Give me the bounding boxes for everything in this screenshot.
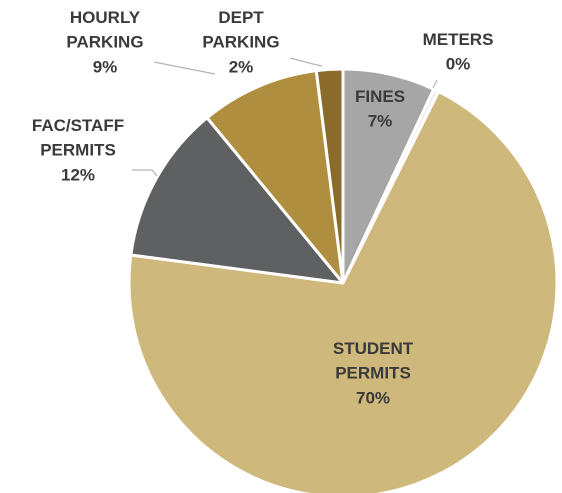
leader-hourly-parking [153,61,216,75]
label-fines: FINES 7% [355,87,405,131]
label-fac-staff-permits: FAC/STAFF PERMITS 12% [32,116,124,184]
label-hourly-parking-line-0: HOURLY [70,8,141,27]
label-student-permits-line-1: PERMITS [335,364,411,383]
label-dept-parking-line-0: DEPT [218,8,264,27]
slice-fac-staff-permits [129,116,345,285]
label-hourly-parking-line-1: PARKING [66,33,143,52]
label-meters-line-1: 0% [446,55,471,74]
label-fac-staff-permits-line-1: PERMITS [40,141,116,160]
label-hourly-parking: HOURLY PARKING 9% [66,8,143,76]
label-meters-line-0: METERS [423,30,494,49]
label-dept-parking: DEPT PARKING 2% [202,8,279,76]
label-fines-line-0: FINES [355,87,405,106]
leader-meters [432,79,438,89]
slice-labels: FINES 7% METERS 0% STUDENT PERMITS 70% FAC/STAF… [32,8,494,407]
label-fines-line-1: 7% [368,112,393,131]
slice-dept-parking [314,67,345,285]
leader-lines [132,57,438,177]
slice-hourly-parking [205,69,345,285]
label-student-permits: STUDENT PERMITS 70% [333,339,414,407]
label-fac-staff-permits-line-0: FAC/STAFF [32,116,124,135]
leader-fac-staff-permits [132,169,158,177]
label-student-permits-line-2: 70% [356,388,390,407]
leader-dept-parking [289,57,323,67]
label-meters: METERS 0% [423,30,494,74]
label-student-permits-line-0: STUDENT [333,339,414,358]
pie-slices [127,67,559,493]
label-hourly-parking-line-2: 9% [93,57,118,76]
label-dept-parking-line-2: 2% [229,57,254,76]
label-fac-staff-permits-line-2: 12% [61,165,95,184]
label-dept-parking-line-1: PARKING [202,33,279,52]
slice-student-permits [127,90,559,493]
